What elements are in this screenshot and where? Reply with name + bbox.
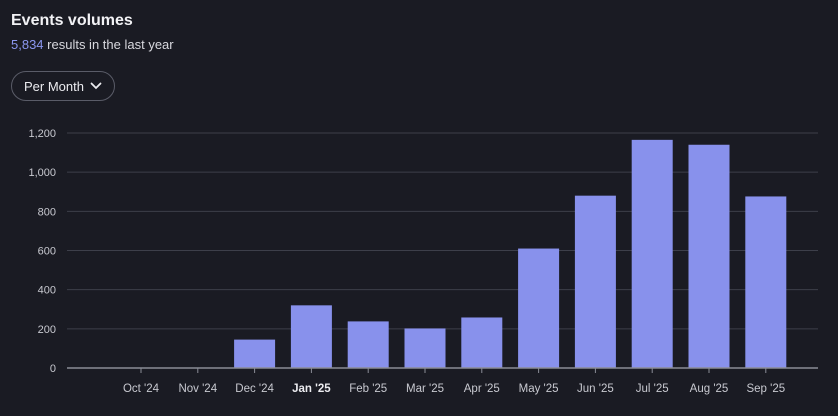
results-suffix: results in the last year — [43, 37, 174, 52]
bar — [461, 317, 503, 368]
x-tick-label: Oct '24 — [123, 383, 160, 395]
results-count: 5,834 — [11, 37, 44, 52]
y-tick-label: 600 — [38, 246, 56, 258]
x-tick-label: Sep '25 — [746, 383, 785, 395]
results-summary: 5,834 results in the last year — [11, 37, 174, 52]
y-tick-label: 1,000 — [28, 167, 56, 179]
period-dropdown[interactable]: Per Month — [11, 71, 115, 101]
bar — [574, 195, 616, 368]
x-tick-label: Dec '24 — [235, 383, 274, 395]
y-tick-label: 200 — [38, 324, 56, 336]
bar — [404, 328, 446, 368]
x-tick-label: Jan '25 — [292, 383, 331, 395]
bar — [745, 196, 787, 368]
period-label: Per Month — [24, 78, 84, 94]
x-tick-label: May '25 — [519, 383, 559, 395]
y-tick-label: 1,200 — [28, 128, 56, 140]
x-tick-label: Feb '25 — [349, 383, 387, 395]
bar — [347, 321, 389, 368]
chart-title: Events volumes — [11, 12, 133, 29]
y-tick-label: 0 — [50, 363, 56, 375]
bar — [631, 139, 673, 368]
bar — [518, 248, 560, 368]
chevron-down-icon — [90, 82, 102, 90]
x-tick-label: Nov '24 — [178, 383, 217, 395]
bar — [688, 144, 730, 368]
x-tick-label: Jul '25 — [636, 383, 669, 395]
y-tick-label: 400 — [38, 285, 56, 297]
x-tick-label: Jun '25 — [577, 383, 614, 395]
x-tick-label: Apr '25 — [464, 383, 500, 395]
bar — [290, 305, 332, 368]
y-tick-label: 800 — [38, 206, 56, 218]
x-tick-label: Aug '25 — [690, 383, 729, 395]
x-tick-label: Mar '25 — [406, 383, 444, 395]
bar — [234, 339, 276, 368]
